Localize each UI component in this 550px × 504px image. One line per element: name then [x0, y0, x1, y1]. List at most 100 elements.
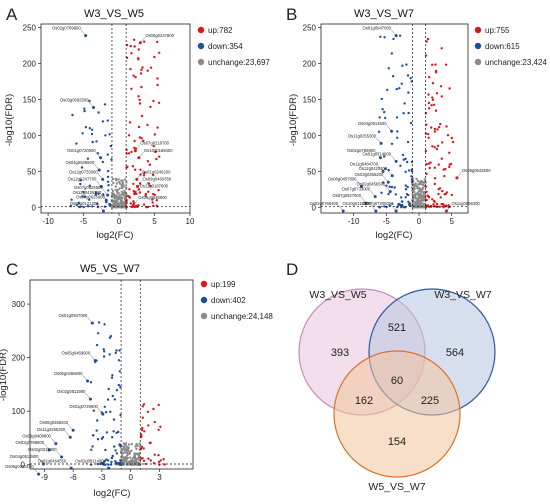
- point-up: [434, 69, 438, 73]
- point-down: [398, 87, 401, 90]
- point-down: [102, 348, 105, 351]
- point-up: [159, 459, 162, 462]
- y-axis-label: -log10(FDR): [4, 94, 15, 146]
- point-up: [439, 122, 442, 126]
- point-unchange: [419, 194, 423, 197]
- point-up: [444, 192, 447, 196]
- point-down: [81, 195, 84, 198]
- point-unchange: [112, 181, 115, 185]
- point-down: [112, 430, 115, 433]
- point-up: [142, 139, 145, 142]
- point-up: [157, 403, 160, 407]
- y-tick-label: 200: [303, 60, 317, 69]
- point-up: [427, 162, 430, 165]
- point-up: [141, 405, 144, 408]
- gene-label: Os08g0368200: [40, 420, 69, 425]
- point-unchange: [417, 198, 420, 202]
- point-up: [144, 192, 148, 196]
- point-up: [430, 126, 433, 129]
- point-up: [143, 40, 146, 43]
- point-down: [111, 394, 115, 398]
- point-down: [406, 185, 409, 189]
- venn-count-all: 60: [391, 375, 403, 387]
- point-unchange: [117, 178, 120, 181]
- point-unchange: [129, 456, 132, 459]
- point-down: [111, 374, 114, 377]
- point-up: [440, 95, 443, 98]
- point-down: [394, 193, 397, 196]
- point-unchange: [114, 177, 117, 181]
- point-unchange: [419, 202, 422, 206]
- point-down: [89, 381, 93, 384]
- point-down: [391, 202, 394, 205]
- point-down: [110, 463, 113, 466]
- point-down: [70, 198, 73, 201]
- gene-label: Os11g0484700: [350, 161, 379, 166]
- point-down: [407, 169, 411, 172]
- point-up: [147, 457, 150, 460]
- point-down: [97, 111, 100, 114]
- legend-swatch-up: [474, 26, 482, 34]
- point-up: [137, 48, 140, 51]
- point-up: [448, 151, 451, 154]
- point-unchange: [137, 454, 141, 457]
- point-down: [111, 436, 114, 439]
- point-up: [148, 163, 152, 166]
- point-up: [140, 68, 143, 72]
- legend-label-down: down:615: [485, 42, 520, 51]
- point-up: [157, 101, 161, 105]
- point-down: [386, 88, 389, 92]
- leader-line: [38, 457, 44, 465]
- panel-label-a: A: [6, 5, 18, 24]
- point-up: [126, 165, 129, 168]
- point-down: [108, 133, 111, 136]
- point-unchange: [421, 187, 425, 190]
- point-down: [393, 186, 396, 189]
- point-up: [140, 137, 143, 140]
- legend-swatch-down: [197, 42, 205, 50]
- venn-count-only-w3-vs-w7: 564: [446, 347, 464, 359]
- point-down: [402, 112, 405, 115]
- gene-label: Os02g0121200: [70, 201, 99, 206]
- point-unchange: [122, 205, 125, 208]
- venn-set-w5-vs-w7: [333, 350, 461, 478]
- leader-line: [88, 101, 94, 108]
- point-up: [141, 457, 144, 460]
- leader-line: [456, 171, 463, 179]
- point-unchange: [111, 189, 115, 193]
- point-up: [153, 420, 156, 424]
- threshold-lines: [321, 24, 468, 213]
- point-up: [141, 426, 144, 430]
- point-unchange: [134, 459, 138, 463]
- x-tick-label: 5: [152, 217, 157, 226]
- point-up: [140, 114, 144, 118]
- point-up: [138, 136, 141, 139]
- chart-title: W5_VS_W7: [80, 263, 140, 275]
- point-unchange: [417, 194, 420, 197]
- point-up: [137, 125, 141, 129]
- point-down: [395, 87, 398, 91]
- leader-line: [370, 204, 377, 212]
- point-up: [438, 205, 441, 208]
- x-axis-label: log2(FC): [97, 230, 134, 241]
- point-down: [106, 153, 110, 156]
- point-down: [79, 179, 83, 182]
- point-down: [403, 102, 406, 105]
- leader-line: [85, 393, 91, 400]
- point-unchange: [116, 192, 119, 195]
- point-unchange: [123, 178, 127, 181]
- point-up: [163, 463, 166, 466]
- point-down: [379, 35, 382, 38]
- point-down: [384, 167, 387, 170]
- point-up: [448, 163, 451, 166]
- point-unchange: [123, 457, 127, 460]
- point-up: [132, 200, 135, 203]
- axis-ticks: -9 -6 -3 0 3 0 100 200 300: [12, 300, 163, 482]
- point-unchange: [126, 445, 129, 449]
- point-down: [101, 160, 105, 164]
- point-up: [142, 174, 146, 177]
- point-up: [435, 205, 439, 208]
- point-unchange: [130, 449, 133, 452]
- point-unchange: [120, 186, 124, 190]
- point-up: [426, 37, 430, 41]
